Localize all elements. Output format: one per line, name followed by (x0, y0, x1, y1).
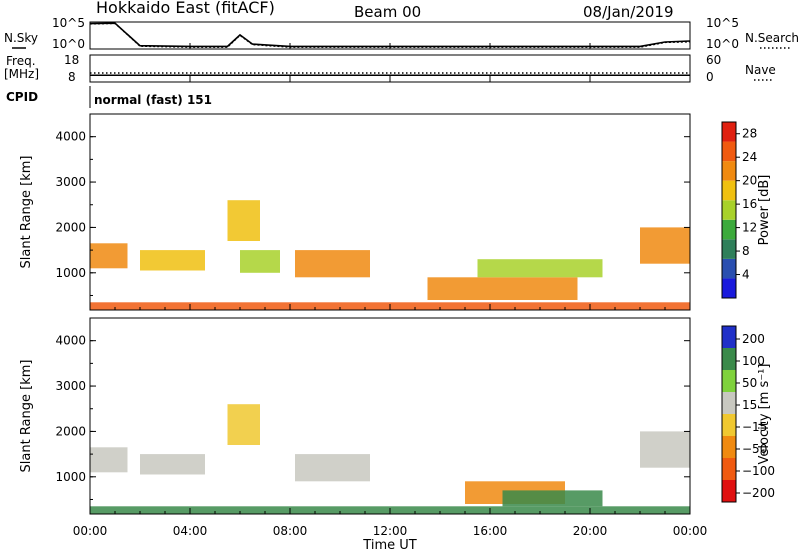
power-ylabel: Slant Range [km] (19, 156, 34, 269)
velocity-ylabel: Slant Range [km] (19, 360, 34, 473)
scatter-region-3 (240, 250, 280, 273)
colorbar-swatch (722, 370, 736, 392)
colorbar-swatch (722, 180, 736, 201)
freq-tick-top: 18 (64, 53, 79, 67)
colorbar-tick-label: 50 (742, 376, 757, 390)
scatter-region-2 (227, 200, 260, 241)
y-tick-label: 1000 (55, 470, 86, 484)
power-colorbar-label: Power [dB] (757, 175, 772, 246)
power-background (90, 114, 690, 310)
colorbar-frame (721, 325, 737, 503)
velocity-background (90, 318, 690, 514)
colorbar-swatch (722, 278, 736, 298)
x-tick-label: 16:00 (473, 524, 508, 538)
colorbar-tick-label: 8 (742, 244, 750, 258)
noise-sky-series (89, 22, 691, 48)
y-tick-label: 3000 (55, 175, 86, 189)
colorbar-tick-label: 4 (742, 268, 750, 282)
y-tick-label: 4000 (55, 334, 86, 348)
y-tick-label: 2000 (55, 424, 86, 438)
colorbar-swatch (722, 161, 736, 181)
colorbar-tick-label: −15 (742, 420, 767, 434)
colorbar-tick-label: 20 (742, 174, 757, 188)
colorbar-swatch (722, 458, 736, 480)
colorbar-swatch (722, 326, 736, 348)
nave-tick-top: 60 (706, 53, 721, 67)
colorbar-tick-label: −100 (742, 464, 775, 478)
y-tick-label: 2000 (55, 220, 86, 234)
power-axes: 1000 2000 3000 4000 (55, 130, 690, 296)
date-title: 08/Jan/2019 (583, 3, 674, 21)
colorbar-swatch (722, 141, 736, 162)
scatter-region-0 (90, 243, 128, 269)
colorbar-swatch (722, 348, 736, 370)
freq-tick-bottom: 8 (68, 70, 76, 84)
noise-right-tick-bottom: 10^0 (706, 37, 739, 51)
colorbar-tick-label: 200 (742, 332, 765, 346)
colorbar-swatch (722, 480, 736, 502)
scatter-region-5 (427, 277, 578, 300)
noise-panel: N.Sky 10^5 10^0 10^5 10^0 N.Search (4, 16, 799, 51)
colorbar-swatch (722, 219, 736, 240)
colorbar-tick-label: 28 (742, 127, 757, 141)
noise-left-label: N.Sky (4, 31, 38, 45)
scatter-region-1 (140, 454, 205, 475)
scatter-region-7 (640, 227, 690, 264)
colorbar-tick-label: 15 (742, 398, 757, 412)
velocity-colorbar-label: Velocity [m s⁻¹] (757, 364, 772, 465)
freq-label: Freq. (6, 54, 36, 68)
power-colorbar: 4 8 12 16 20 24 28 (721, 121, 757, 299)
noise-right-tick-top: 10^5 (706, 16, 739, 30)
x-tick-label: 20:00 (573, 524, 608, 538)
scatter-region-4 (295, 250, 370, 278)
scatter-region-6 (477, 259, 603, 278)
colorbar-swatch (722, 436, 736, 458)
cpid-value: normal (fast) 151 (94, 93, 212, 107)
x-tick-label: 04:00 (173, 524, 208, 538)
colorbar-swatch (722, 392, 736, 414)
y-tick-label: 3000 (55, 379, 86, 393)
x-tick-label: 12:00 (373, 524, 408, 538)
colorbar-frame (721, 121, 737, 299)
noise-left-tick-top: 10^5 (52, 16, 85, 30)
colorbar-tick-label: 12 (742, 221, 757, 235)
colorbar-tick-label: 24 (742, 150, 757, 164)
time-axis-title: Time UT (362, 538, 416, 553)
colorbar-swatch (722, 239, 736, 259)
x-tick-label: 08:00 (273, 524, 308, 538)
noise-left-tick-bottom: 10^0 (52, 37, 85, 51)
y-tick-label: 1000 (55, 266, 86, 280)
beam-title: Beam 00 (354, 3, 421, 21)
colorbar-swatch (722, 258, 736, 279)
colorbar-swatch (722, 414, 736, 436)
scatter-region-6 (640, 431, 690, 468)
velocity-panel: 1000 2000 3000 4000 Slant Range [km] 200 100… (19, 317, 775, 515)
nave-label: Nave (745, 63, 776, 77)
scatter-region-5 (502, 490, 603, 507)
scatter-region-1 (140, 250, 205, 271)
x-tick-label: 00:00 (673, 524, 708, 538)
nave-tick-bottom: 0 (706, 70, 714, 84)
noise-right-label: N.Search (745, 31, 799, 45)
colorbar-swatch (722, 200, 736, 220)
velocity-colorbar: 200 100 50 15 −15 −50 −100 −200 (721, 325, 775, 503)
freq-unit: [MHz] (4, 67, 39, 81)
cpid-label: CPID (6, 90, 38, 104)
x-tick-label: 00:00 (73, 524, 108, 538)
power-panel: 1000 2000 3000 4000 Slant Range [km] 4 8 12 16… (19, 113, 772, 311)
station-title: Hokkaido East (fitACF) (96, 0, 275, 17)
velocity-axes: 1000 2000 3000 4000 (55, 334, 690, 500)
colorbar-tick-label: −50 (742, 442, 767, 456)
noise-search-series (89, 23, 691, 48)
y-tick-label: 4000 (55, 130, 86, 144)
colorbar-swatch (722, 122, 736, 142)
colorbar-tick-label: 100 (742, 354, 765, 368)
scatter-region-2 (227, 404, 260, 445)
scatter-region-3 (295, 454, 370, 482)
time-axis: 00:00 04:00 08:00 12:00 16:00 20:00 00:00 (73, 43, 708, 538)
colorbar-tick-label: 16 (742, 197, 757, 211)
scatter-region-0 (90, 447, 128, 473)
colorbar-tick-label: −200 (742, 486, 775, 500)
